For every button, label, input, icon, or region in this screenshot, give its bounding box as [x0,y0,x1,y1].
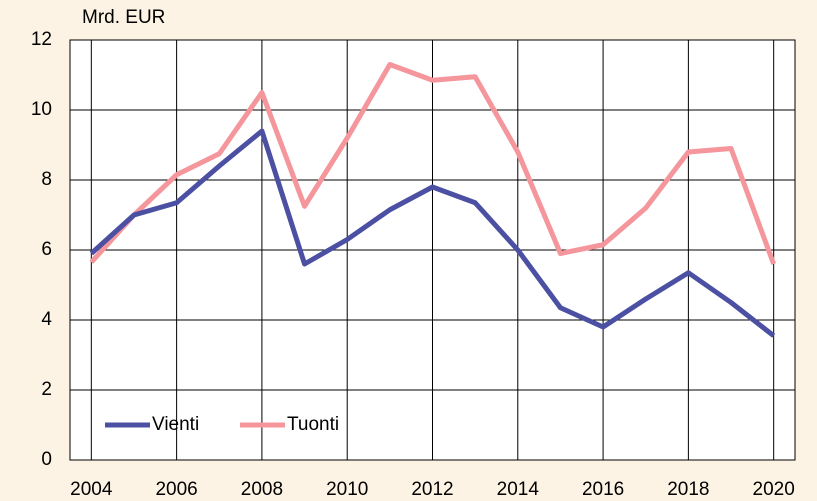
y-tick-label: 0 [41,449,52,470]
x-tick-label: 2006 [155,479,197,500]
legend-label: Vienti [152,414,199,435]
y-tick-label: 8 [41,169,52,190]
y-axis-label: Mrd. EUR [82,7,165,28]
x-tick-label: 2004 [70,479,113,500]
y-tick-label: 4 [41,309,52,330]
line [89,128,776,338]
y-tick-label: 12 [31,29,52,50]
y-tick-label: 10 [31,99,52,120]
x-tick-label: 2012 [411,479,453,500]
x-tick-label: 2016 [582,479,624,500]
plot-border [69,39,796,461]
y-tick-label: 2 [41,379,52,400]
x-tick-label: 2008 [241,479,283,500]
legend-label: Tuonti [287,414,339,435]
x-tick-label: 2014 [497,479,540,500]
x-tick-label: 2020 [753,479,795,500]
line [89,62,777,265]
y-tick-label: 6 [41,239,52,260]
x-tick-label: 2018 [667,479,709,500]
x-tick-label: 2010 [326,479,368,500]
